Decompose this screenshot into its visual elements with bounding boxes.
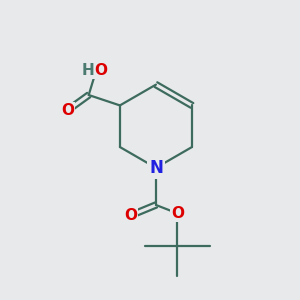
Text: N: N bbox=[149, 159, 163, 177]
Text: O: O bbox=[61, 103, 74, 118]
Text: H: H bbox=[82, 62, 94, 77]
Text: HO: HO bbox=[82, 62, 107, 77]
Text: O: O bbox=[124, 208, 137, 223]
Text: O: O bbox=[94, 62, 108, 77]
Text: O: O bbox=[171, 206, 184, 221]
